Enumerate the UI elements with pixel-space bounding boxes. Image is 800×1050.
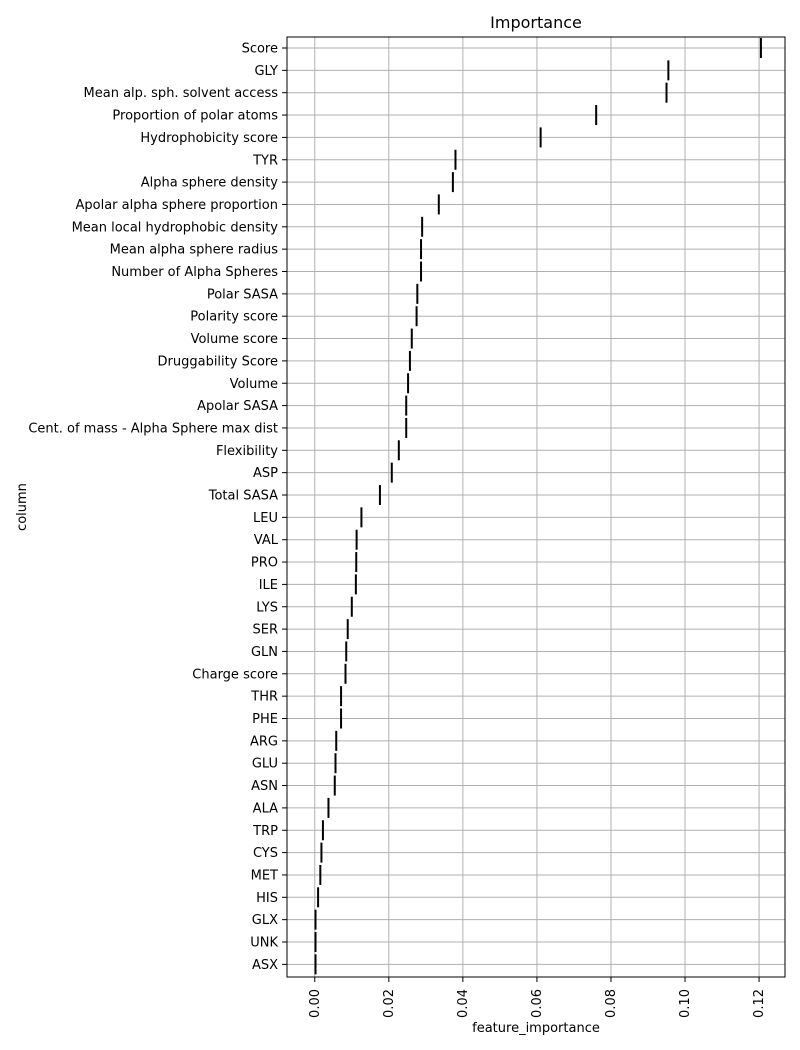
x-tick-label: 0.02 bbox=[382, 989, 397, 1018]
x-tick-label: 0.10 bbox=[678, 989, 693, 1018]
y-tick-label: Polarity score bbox=[190, 310, 278, 325]
grid-layer bbox=[287, 37, 785, 977]
y-axis-label: column bbox=[15, 483, 30, 531]
y-tick-label: Hydrophobicity score bbox=[140, 131, 278, 146]
y-tick-label: ASN bbox=[251, 779, 278, 794]
y-tick-label: Polar SASA bbox=[207, 287, 278, 302]
y-tick-label: GLX bbox=[252, 913, 278, 928]
y-tick-label: Alpha sphere density bbox=[141, 176, 279, 191]
y-tick-label: Apolar SASA bbox=[197, 399, 278, 414]
y-tick-label: GLN bbox=[251, 645, 278, 660]
y-tick-label: CYS bbox=[253, 846, 278, 861]
y-tick-label: Mean local hydrophobic density bbox=[72, 220, 279, 235]
x-tick-label: 0.04 bbox=[456, 989, 471, 1018]
x-axis-label: feature_importance bbox=[472, 1021, 600, 1036]
y-tick-label: Charge score bbox=[192, 667, 278, 682]
y-tick-label: MET bbox=[251, 868, 278, 883]
y-tick-label: Mean alp. sph. solvent access bbox=[84, 86, 279, 101]
y-tick-label: LYS bbox=[256, 600, 278, 615]
plot-frame bbox=[286, 36, 786, 978]
y-tick-label: Mean alpha sphere radius bbox=[110, 243, 279, 258]
y-tick-label: ALA bbox=[253, 801, 278, 816]
y-tick-label: HIS bbox=[256, 891, 278, 906]
y-tick-label: Volume score bbox=[191, 332, 278, 347]
y-tick-label: Apolar alpha sphere proportion bbox=[76, 198, 279, 213]
y-tick-label: Total SASA bbox=[208, 489, 278, 504]
y-tick-label: TYR bbox=[252, 153, 278, 168]
y-tick-layer: Score GLY Mean alp. sph. solvent access Pro… bbox=[28, 42, 287, 973]
y-tick-label: LEU bbox=[253, 511, 278, 526]
y-tick-label: PHE bbox=[252, 712, 278, 727]
y-tick-label: Druggability Score bbox=[158, 354, 279, 369]
y-tick-label: Cent. of mass - Alpha Sphere max dist bbox=[28, 421, 278, 436]
x-tick-label: 0.00 bbox=[308, 989, 323, 1018]
x-tick-label: 0.06 bbox=[530, 989, 545, 1018]
marks-layer bbox=[314, 38, 762, 975]
y-tick-label: VAL bbox=[254, 533, 279, 548]
y-tick-label: PRO bbox=[251, 556, 278, 571]
x-tick-label: 0.08 bbox=[604, 989, 619, 1018]
x-tick-label: 0.12 bbox=[752, 989, 767, 1018]
x-tick-layer: 0.00 0.02 0.04 0.06 0.08 0.10 0.12 bbox=[308, 977, 767, 1018]
y-tick-label: ARG bbox=[250, 734, 278, 749]
y-tick-label: GLU bbox=[252, 757, 278, 772]
y-tick-label: ASP bbox=[253, 466, 278, 481]
y-tick-label: ASX bbox=[252, 958, 278, 973]
y-tick-label: THR bbox=[250, 690, 278, 705]
y-tick-label: Number of Alpha Spheres bbox=[111, 265, 278, 280]
y-tick-label: Proportion of polar atoms bbox=[112, 109, 278, 124]
y-tick-label: Score bbox=[242, 42, 278, 57]
y-tick-label: GLY bbox=[254, 64, 278, 79]
chart-title: Importance bbox=[490, 13, 582, 32]
y-tick-label: SER bbox=[253, 623, 279, 638]
y-tick-label: Volume bbox=[230, 377, 278, 392]
y-tick-label: Flexibility bbox=[216, 444, 278, 459]
y-tick-label: TRP bbox=[252, 824, 278, 839]
y-tick-label: UNK bbox=[250, 936, 278, 951]
y-tick-label: ILE bbox=[259, 578, 278, 593]
